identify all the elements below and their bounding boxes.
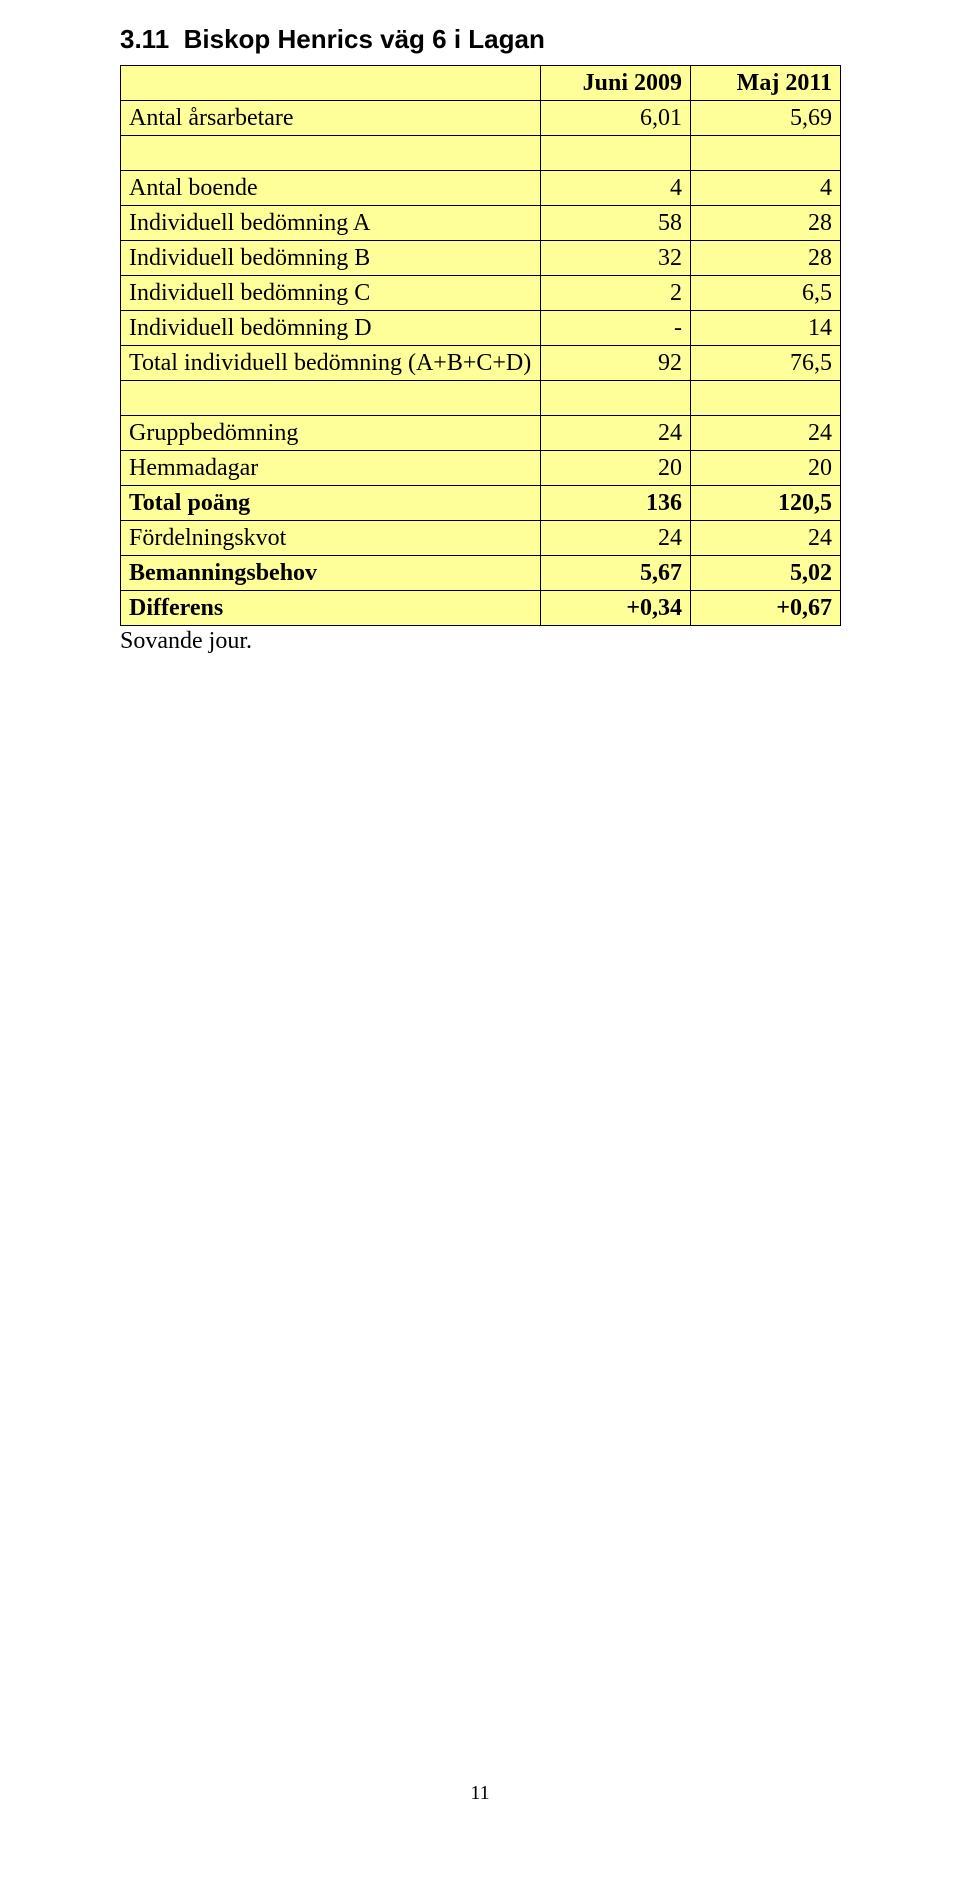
row-label: Bemanningsbehov [121, 556, 541, 591]
table-row: Fördelningskvot 24 24 [121, 521, 841, 556]
section-title-text: Biskop Henrics väg 6 i Lagan [184, 24, 545, 54]
row-label: Total poäng [121, 486, 541, 521]
row-value-1: 32 [541, 241, 691, 276]
data-table: Juni 2009 Maj 2011 Antal årsarbetare 6,0… [120, 65, 841, 626]
table-row: Total individuell bedömning (A+B+C+D) 92… [121, 346, 841, 381]
row-value-2: 76,5 [691, 346, 841, 381]
row-value-2: 24 [691, 521, 841, 556]
table-row: Individuell bedömning A 58 28 [121, 206, 841, 241]
row-value-1: 2 [541, 276, 691, 311]
row-label: Differens [121, 591, 541, 626]
table-header-row: Juni 2009 Maj 2011 [121, 66, 841, 101]
row-value-2: +0,67 [691, 591, 841, 626]
table-row: Individuell bedömning B 32 28 [121, 241, 841, 276]
row-value-2: 5,02 [691, 556, 841, 591]
row-value-2: 28 [691, 241, 841, 276]
row-label: Gruppbedömning [121, 416, 541, 451]
row-label [121, 136, 541, 171]
row-value-1: 20 [541, 451, 691, 486]
row-value-2 [691, 381, 841, 416]
row-label: Individuell bedömning D [121, 311, 541, 346]
row-value-1: 92 [541, 346, 691, 381]
section-heading: 3.11 Biskop Henrics väg 6 i Lagan [120, 24, 840, 55]
row-label: Antal årsarbetare [121, 101, 541, 136]
table-row: Gruppbedömning 24 24 [121, 416, 841, 451]
table-row: Total poäng 136 120,5 [121, 486, 841, 521]
row-label: Total individuell bedömning (A+B+C+D) [121, 346, 541, 381]
row-value-2: 120,5 [691, 486, 841, 521]
table-row: Antal boende 4 4 [121, 171, 841, 206]
row-label: Individuell bedömning C [121, 276, 541, 311]
page: 3.11 Biskop Henrics väg 6 i Lagan Juni 2… [0, 0, 960, 1895]
row-value-2: 4 [691, 171, 841, 206]
row-value-2 [691, 136, 841, 171]
row-label: Fördelningskvot [121, 521, 541, 556]
page-number: 11 [0, 1782, 960, 1805]
row-value-1: 24 [541, 416, 691, 451]
table-row: Individuell bedömning D - 14 [121, 311, 841, 346]
row-value-1 [541, 381, 691, 416]
row-value-2: 14 [691, 311, 841, 346]
row-label: Antal boende [121, 171, 541, 206]
table-row: Differens +0,34 +0,67 [121, 591, 841, 626]
row-label: Hemmadagar [121, 451, 541, 486]
row-value-2: 24 [691, 416, 841, 451]
table-header-blank [121, 66, 541, 101]
table-header-col2: Juni 2009 [541, 66, 691, 101]
table-row: Antal årsarbetare 6,01 5,69 [121, 101, 841, 136]
row-value-2: 5,69 [691, 101, 841, 136]
table-row-empty [121, 381, 841, 416]
row-value-1: 24 [541, 521, 691, 556]
row-value-1: 58 [541, 206, 691, 241]
row-value-1: 5,67 [541, 556, 691, 591]
row-value-1 [541, 136, 691, 171]
row-value-1: 6,01 [541, 101, 691, 136]
table-row: Bemanningsbehov 5,67 5,02 [121, 556, 841, 591]
section-number: 3.11 [120, 24, 169, 54]
row-value-1: 4 [541, 171, 691, 206]
table-row-empty [121, 136, 841, 171]
footer-note: Sovande jour. [120, 628, 840, 655]
table-header-col3: Maj 2011 [691, 66, 841, 101]
table-row: Hemmadagar 20 20 [121, 451, 841, 486]
row-label [121, 381, 541, 416]
row-value-1: +0,34 [541, 591, 691, 626]
row-label: Individuell bedömning A [121, 206, 541, 241]
row-value-2: 28 [691, 206, 841, 241]
row-value-2: 20 [691, 451, 841, 486]
row-value-2: 6,5 [691, 276, 841, 311]
row-label: Individuell bedömning B [121, 241, 541, 276]
table-row: Individuell bedömning C 2 6,5 [121, 276, 841, 311]
row-value-1: - [541, 311, 691, 346]
row-value-1: 136 [541, 486, 691, 521]
